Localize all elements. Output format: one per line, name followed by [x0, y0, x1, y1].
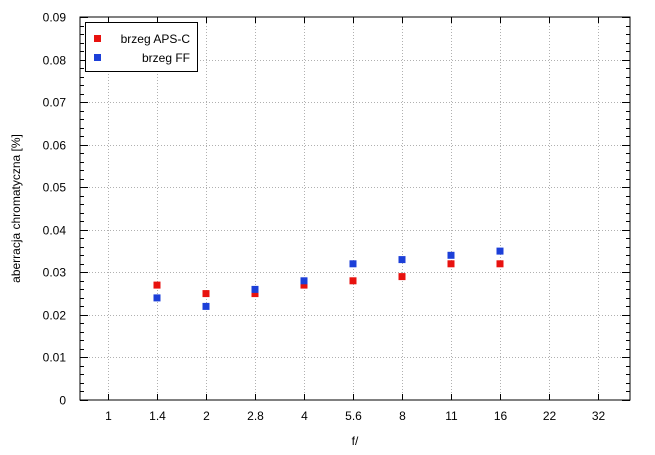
x-tick-label: 8 [399, 409, 406, 423]
x-tick-label: 5.6 [345, 409, 362, 423]
data-point-series-2 [496, 247, 504, 255]
x-tick-label: 32 [592, 409, 606, 423]
x-tick-label: 2 [203, 409, 210, 423]
legend-marker [94, 35, 101, 42]
legend-label: brzeg FF [142, 51, 190, 65]
data-point-series-1 [153, 281, 161, 289]
y-axis: 0 0.01 0.02 0.03 0.04 0.05 0.06 0.07 0.08 0.09 [43, 11, 630, 408]
y-tick-label: 0.09 [43, 11, 67, 25]
legend: brzeg APS-C brzeg FF [85, 22, 198, 72]
data-points [153, 247, 504, 310]
data-point-series-2 [300, 277, 308, 285]
x-tick-label: 16 [494, 409, 508, 423]
data-point-series-1 [349, 277, 357, 285]
legend-label: brzeg APS-C [121, 32, 191, 46]
x-axis-title: f/ [352, 434, 359, 448]
data-point-series-1 [251, 290, 259, 298]
x-tick-label: 11 [445, 409, 458, 423]
data-point-series-2 [447, 251, 455, 259]
data-point-series-1 [398, 273, 406, 281]
x-tick-label: 4 [301, 409, 308, 423]
grid [80, 17, 630, 400]
y-tick-label: 0 [59, 394, 66, 408]
plot-frame [79, 16, 631, 401]
legend-marker [94, 54, 101, 61]
y-tick-label: 0.07 [43, 96, 67, 110]
x-tick-label: 2.8 [247, 409, 264, 423]
data-point-series-2 [398, 256, 406, 264]
y-tick-label: 0.04 [43, 224, 67, 238]
y-tick-label: 0.01 [43, 351, 67, 365]
y-tick-label: 0.03 [43, 266, 67, 280]
x-tick-label: 22 [543, 409, 557, 423]
data-point-series-2 [251, 285, 259, 293]
y-tick-label: 0.02 [43, 309, 67, 323]
legend-box [85, 22, 198, 72]
data-point-series-1 [496, 260, 504, 268]
y-axis-title: aberracja chromatyczna [%] [9, 134, 23, 283]
y-tick-label: 0.08 [43, 54, 67, 68]
y-tick-label: 0.06 [43, 139, 67, 153]
y-minor-ticks [80, 26, 630, 392]
data-point-series-1 [300, 281, 308, 289]
data-point-series-2 [349, 260, 357, 268]
x-tick-label: 1 [105, 409, 112, 423]
data-point-series-1 [202, 290, 210, 298]
x-tick-label: 1.4 [149, 409, 166, 423]
data-point-series-2 [202, 302, 210, 310]
data-point-series-1 [447, 260, 455, 268]
data-point-series-2 [153, 294, 161, 302]
x-axis: 1 1.4 2 2.8 4 5.6 8 11 16 22 32 [105, 17, 605, 423]
y-tick-label: 0.05 [43, 181, 67, 195]
